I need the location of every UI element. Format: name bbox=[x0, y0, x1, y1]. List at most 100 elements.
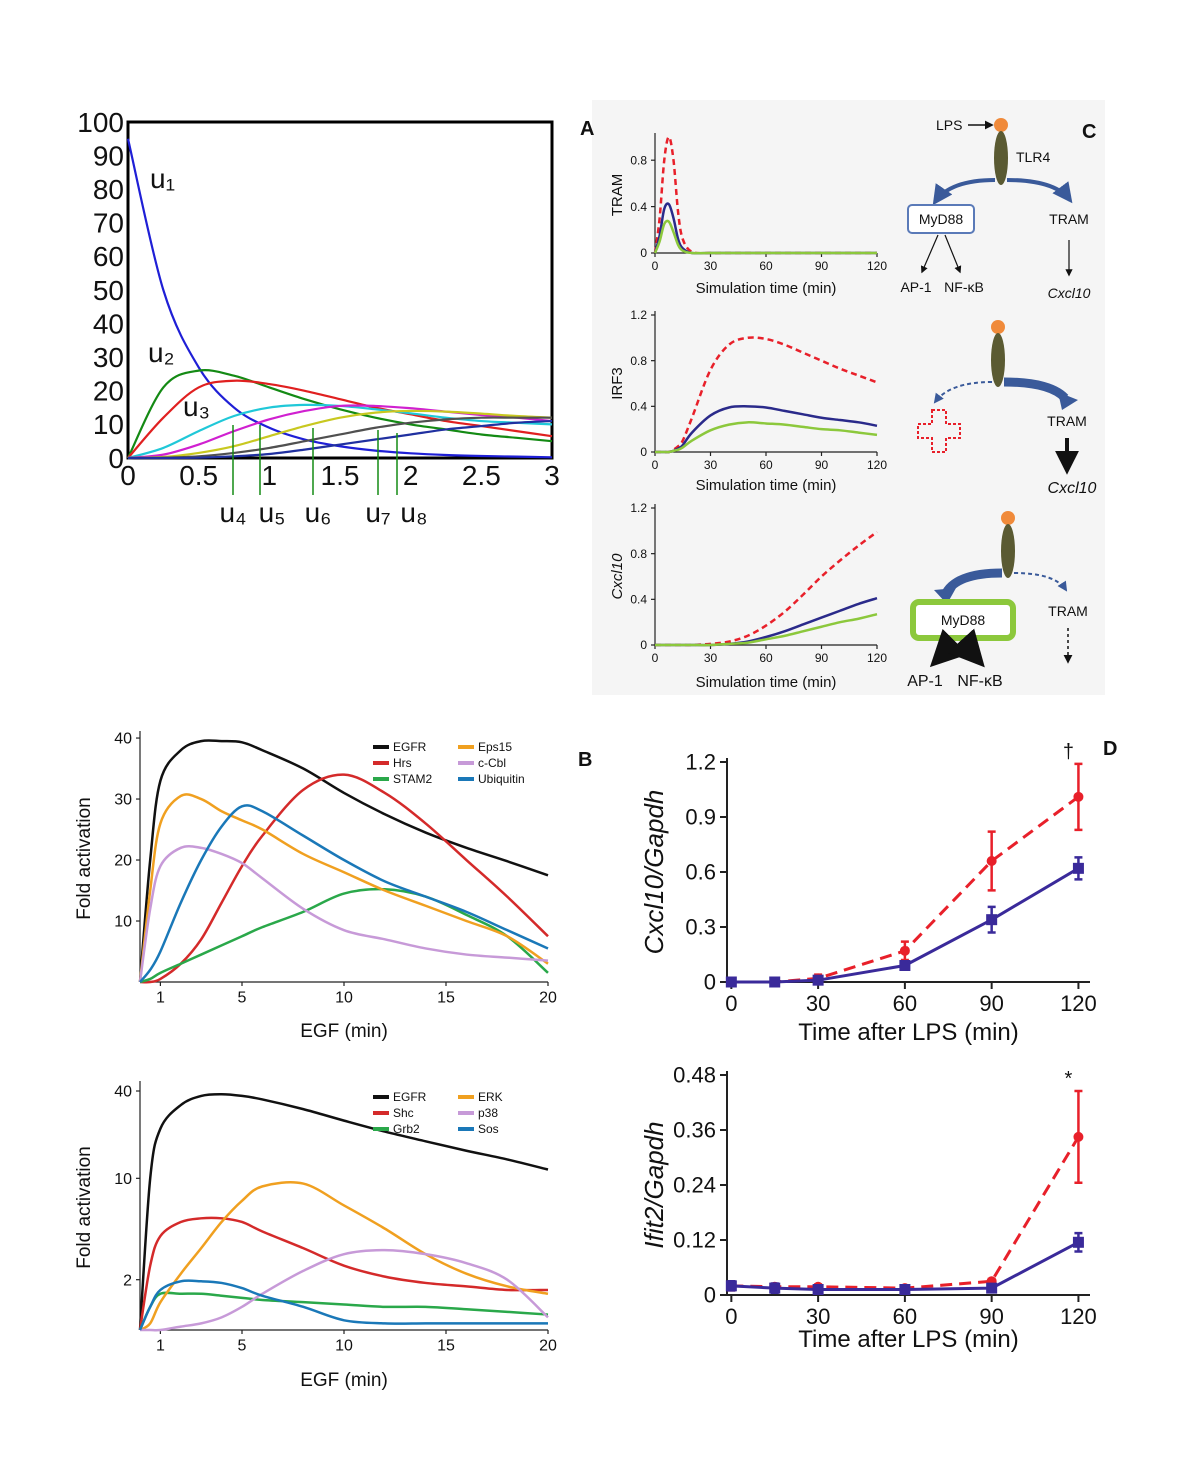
x-tick-label: 120 bbox=[867, 259, 887, 273]
diagram-label: MyD88 bbox=[919, 211, 964, 227]
legend-label: STAM2 bbox=[393, 772, 432, 786]
legend-label: Grb2 bbox=[393, 1122, 420, 1136]
diagram-label: TRAM bbox=[1047, 413, 1087, 429]
x-tick-label: 120 bbox=[1060, 1304, 1097, 1329]
arrow-head bbox=[934, 588, 956, 604]
chart: 0 30 60 90 120 0 0.4 0.8 Simulation time (min) TR… bbox=[609, 133, 887, 297]
curve-label: u₇ bbox=[365, 497, 390, 528]
y-tick-label: 0 bbox=[640, 638, 647, 652]
data-point bbox=[812, 974, 824, 986]
x-tick-label: 30 bbox=[704, 259, 718, 273]
y-tick-label: 1.2 bbox=[630, 308, 647, 322]
legend-label: Hrs bbox=[393, 756, 412, 770]
series-line bbox=[138, 844, 549, 983]
series-line bbox=[731, 867, 1080, 984]
y-tick-label: 0.12 bbox=[673, 1228, 716, 1253]
x-tick-label: 60 bbox=[893, 1304, 917, 1329]
y-tick-label: 10 bbox=[93, 409, 124, 440]
data-point bbox=[899, 945, 910, 956]
y-tick-label: 0 bbox=[108, 443, 124, 474]
panel-label: D bbox=[1103, 738, 1117, 760]
y-tick-label: 0.48 bbox=[673, 1063, 716, 1088]
y-tick-label: 60 bbox=[93, 241, 124, 272]
y-tick-label: 0.4 bbox=[630, 593, 647, 607]
legend-label: Sos bbox=[478, 1122, 499, 1136]
series-line bbox=[138, 793, 549, 983]
legend-label: Ubiquitin bbox=[478, 772, 525, 786]
x-tick-label: 1.5 bbox=[321, 460, 360, 491]
y-tick-label: 30 bbox=[114, 792, 132, 809]
data-point bbox=[986, 914, 998, 926]
y-tick-label: 40 bbox=[114, 731, 132, 748]
x-tick-label: 5 bbox=[238, 1337, 247, 1354]
annotation: * bbox=[1065, 1068, 1073, 1090]
series-line bbox=[139, 1181, 549, 1332]
x-tick-label: 90 bbox=[979, 1304, 1003, 1329]
arrow bbox=[947, 628, 985, 668]
x-axis-label: EGF (min) bbox=[300, 1021, 388, 1042]
x-tick-label: 0 bbox=[652, 259, 659, 273]
chart: 0 30 60 90 120 0 0.12 0.24 0.36 0.48 Time after LP… bbox=[639, 1063, 1097, 1353]
series-line bbox=[731, 1136, 1080, 1290]
x-tick-label: 20 bbox=[539, 989, 557, 1006]
series-line bbox=[126, 138, 553, 459]
data-point bbox=[899, 960, 911, 971]
x-tick-label: 90 bbox=[815, 651, 829, 665]
y-tick-label: 0.4 bbox=[630, 400, 647, 414]
curve-label: u₆ bbox=[305, 497, 332, 528]
series-line bbox=[138, 1216, 549, 1331]
data-point bbox=[1072, 1236, 1084, 1248]
arrow bbox=[944, 234, 962, 274]
data-point bbox=[1073, 791, 1084, 802]
series-line bbox=[127, 409, 553, 460]
series-line bbox=[653, 219, 877, 255]
pathway-diagram: MyD88 TRAM AP-1 NF-κB bbox=[907, 511, 1088, 690]
y-tick-label: 90 bbox=[93, 140, 124, 171]
y-tick-label: 40 bbox=[114, 1084, 132, 1101]
y-axis-label: Fold activation bbox=[74, 1146, 95, 1269]
diagram-label: TRAM bbox=[1049, 211, 1089, 227]
y-tick-label: 30 bbox=[93, 342, 124, 373]
x-tick-label: 60 bbox=[759, 259, 773, 273]
y-tick-label: 0 bbox=[704, 970, 716, 995]
series-line bbox=[139, 804, 549, 983]
series-line bbox=[731, 1240, 1080, 1291]
x-tick-label: 0 bbox=[652, 651, 659, 665]
blocked-node bbox=[917, 409, 961, 453]
panel-background bbox=[592, 100, 1105, 695]
diagram-label: AP-1 bbox=[907, 673, 943, 690]
x-tick-label: 90 bbox=[815, 259, 829, 273]
legend-label: Eps15 bbox=[478, 740, 512, 754]
x-tick-label: 90 bbox=[979, 991, 1003, 1016]
data-point bbox=[769, 1282, 781, 1294]
y-tick-label: 80 bbox=[93, 174, 124, 205]
x-tick-label: 90 bbox=[815, 458, 829, 472]
x-tick-label: 0 bbox=[725, 991, 737, 1016]
y-tick-label: 0 bbox=[640, 445, 647, 459]
x-tick-label: 20 bbox=[539, 1337, 557, 1354]
y-tick-label: 70 bbox=[93, 208, 124, 239]
data-point bbox=[986, 856, 997, 866]
chart: 0 30 60 90 120 0 0.3 0.6 0.9 1.2 Time after LPS (m… bbox=[639, 741, 1097, 1046]
y-tick-label: 0.9 bbox=[685, 805, 716, 830]
x-axis-label: Time after LPS (min) bbox=[798, 1326, 1019, 1353]
x-tick-label: 30 bbox=[704, 458, 718, 472]
y-axis-label: TRAM bbox=[609, 174, 626, 217]
series-line bbox=[655, 612, 878, 647]
panel-label: B bbox=[578, 749, 592, 771]
y-tick-label: 20 bbox=[114, 853, 132, 870]
diagram-label: TLR4 bbox=[1016, 149, 1050, 165]
y-axis-label: Cxcl10/Gapdh bbox=[639, 790, 669, 955]
diagram-label: Cxcl10 bbox=[1048, 285, 1091, 301]
x-tick-label: 10 bbox=[335, 1337, 353, 1354]
arrow bbox=[932, 178, 996, 206]
x-tick-label: 0.5 bbox=[179, 460, 218, 491]
x-tick-label: 3 bbox=[544, 460, 560, 491]
x-tick-label: 1 bbox=[156, 1337, 165, 1354]
data-point bbox=[986, 1282, 998, 1294]
y-tick-label: 0.4 bbox=[630, 200, 647, 214]
x-axis-label: Time after LPS (min) bbox=[798, 1019, 1019, 1046]
x-tick-label: 30 bbox=[806, 1304, 830, 1329]
